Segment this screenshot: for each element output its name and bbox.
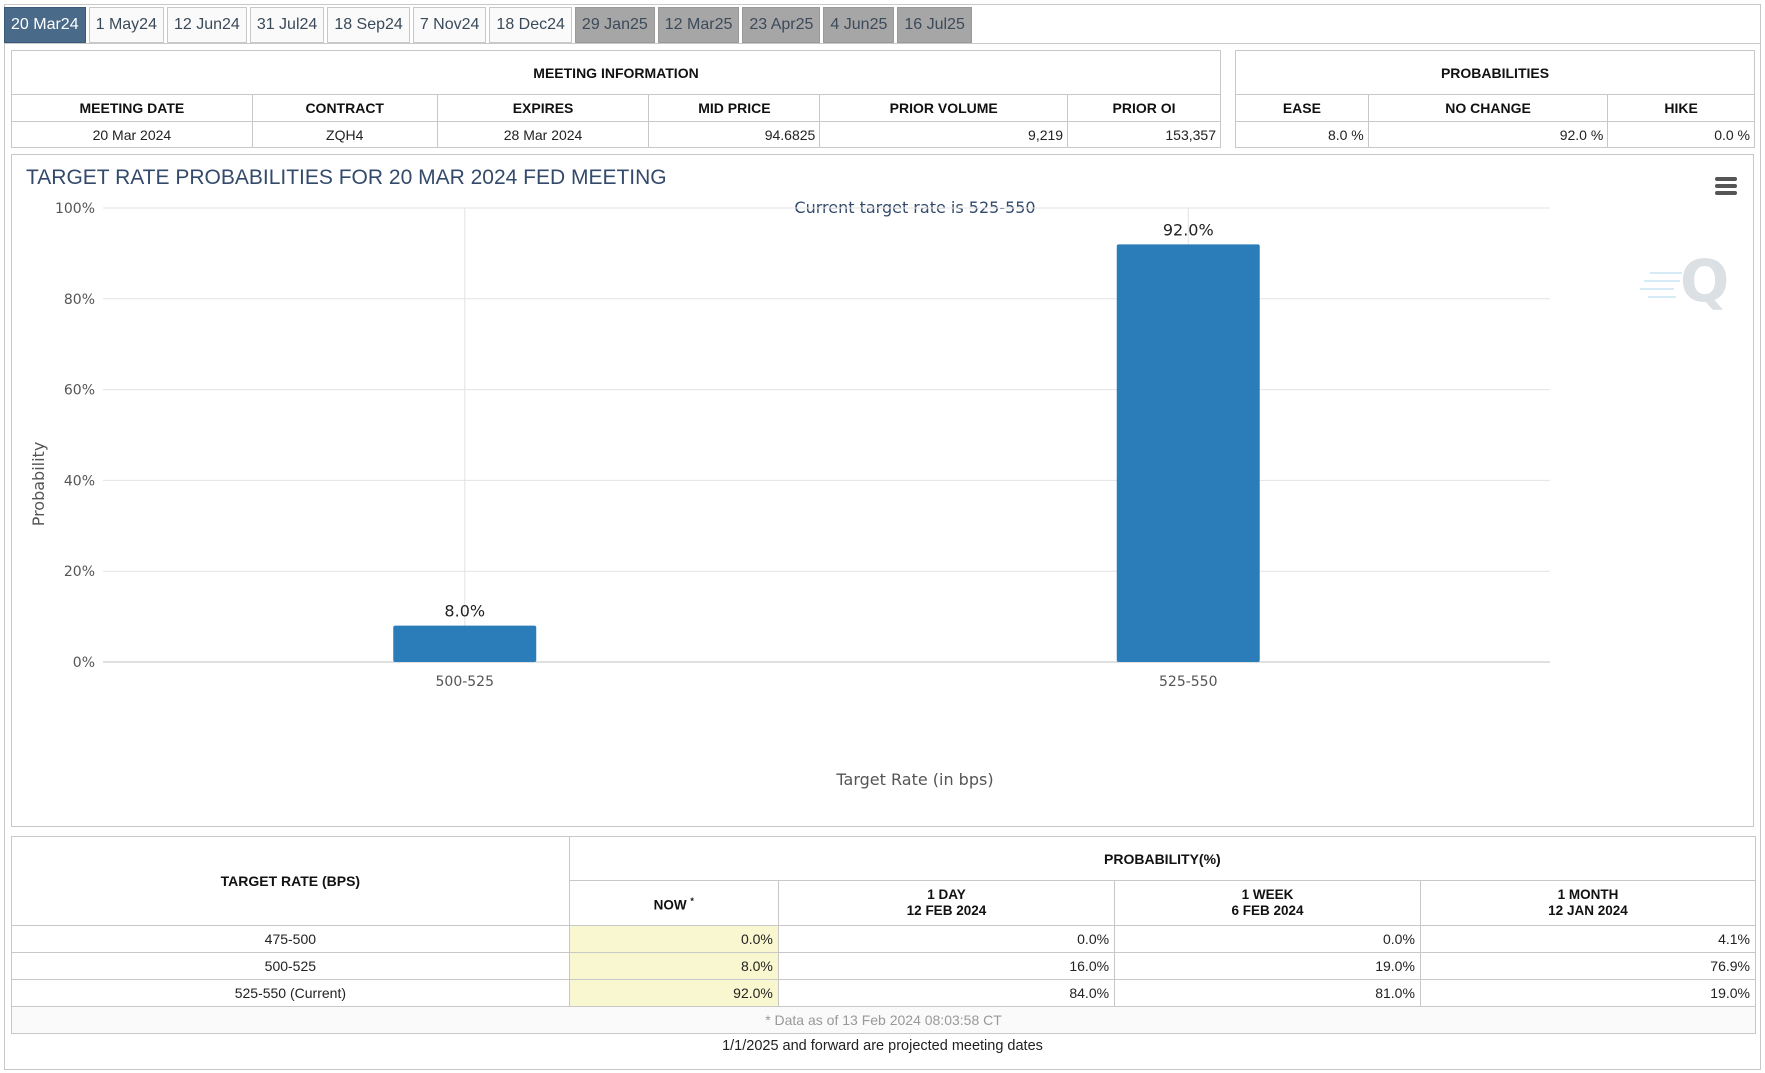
rate-cell: 525-550 (Current) (11, 979, 570, 1007)
y-axis-ticks: 0% 20% 40% 60% 80% 100% (55, 201, 95, 671)
meeting-info-title: MEETING INFORMATION (11, 50, 1221, 95)
tab-meeting[interactable]: 20 Mar24 (4, 7, 86, 43)
y-tick-label: 20% (64, 564, 95, 580)
column-header: EXPIRES (436, 94, 650, 122)
one-week-header: 1 WEEK 6 FEB 2024 (1114, 880, 1421, 926)
probability-group-header: PROBABILITY(%) (568, 836, 1757, 881)
week-cell: 19.0% (1114, 952, 1421, 980)
prior-volume-value: 9,219 (819, 121, 1069, 148)
contract-value: ZQH4 (251, 121, 438, 148)
x-axis-title: Target Rate (in bps) (835, 770, 993, 789)
target-rate-header: TARGET RATE (BPS) (11, 836, 570, 926)
prior-oi-value: 153,357 (1067, 121, 1221, 148)
tab-meeting[interactable]: 31 Jul24 (249, 7, 325, 43)
probabilities-title: PROBABILITIES (1235, 50, 1755, 95)
mid-price-value: 94.6825 (648, 121, 821, 148)
data-timestamp-note: * Data as of 13 Feb 2024 08:03:58 CT (11, 1006, 1756, 1034)
chart-panel: TARGET RATE PROBABILITIES FOR 20 MAR 202… (11, 154, 1754, 827)
one-day-header: 1 DAY 12 FEB 2024 (777, 880, 1116, 926)
now-cell: 8.0% (568, 952, 779, 980)
meeting-info-table: MEETING INFORMATION MEETING DATE CONTRAC… (11, 50, 1221, 148)
data-label: 8.0% (444, 602, 485, 621)
y-tick-label: 100% (55, 201, 95, 217)
y-tick-label: 60% (64, 383, 95, 399)
bar (1116, 244, 1260, 662)
day-cell: 0.0% (777, 925, 1116, 953)
y-tick-label: 0% (73, 655, 95, 671)
table-row: 525-550 (Current) 92.0% 84.0% 81.0% 19.0… (11, 979, 1757, 1007)
column-header: EASE (1235, 94, 1369, 122)
y-tick-label: 80% (64, 292, 95, 308)
table-row: 475-500 0.0% 0.0% 0.0% 4.1% (11, 925, 1757, 953)
expires-value: 28 Mar 2024 (436, 121, 650, 148)
chart-menu-icon[interactable] (1715, 177, 1737, 195)
ease-value: 8.0 % (1235, 121, 1369, 148)
q-logo-icon: Q (1640, 247, 1729, 315)
bars (393, 244, 1260, 662)
month-cell: 4.1% (1419, 925, 1757, 953)
probabilities-table: PROBABILITIES EASE NO CHANGE HIKE 8.0 % … (1235, 50, 1755, 148)
tab-meeting[interactable]: 29 Jan25 (574, 7, 655, 43)
day-cell: 16.0% (777, 952, 1116, 980)
x-tick-label: 525-550 (1159, 674, 1218, 690)
tabs-divider (4, 43, 1761, 44)
y-tick-label: 40% (64, 473, 95, 489)
column-header: MID PRICE (648, 94, 821, 122)
day-cell: 84.0% (777, 979, 1116, 1007)
tab-meeting[interactable]: 18 Sep24 (327, 7, 410, 43)
data-labels: 8.0% 92.0% (444, 220, 1213, 620)
tab-meeting[interactable]: 7 Nov24 (412, 7, 487, 43)
column-header: CONTRACT (251, 94, 438, 122)
svg-text:Q: Q (1680, 247, 1729, 315)
grid-lines (103, 207, 1550, 663)
now-cell: 92.0% (568, 979, 779, 1007)
column-header: PRIOR OI (1067, 94, 1221, 122)
projected-dates-footnote: 1/1/2025 and forward are projected meeti… (722, 1038, 1043, 1054)
target-rate-probability-table: TARGET RATE (BPS) PROBABILITY(%) NOW * 1… (11, 836, 1757, 1034)
week-cell: 0.0% (1114, 925, 1421, 953)
tab-meeting[interactable]: 1 May24 (88, 7, 164, 43)
tab-meeting[interactable]: 4 Jun25 (823, 7, 895, 43)
month-cell: 76.9% (1419, 952, 1757, 980)
month-cell: 19.0% (1419, 979, 1757, 1007)
week-cell: 81.0% (1114, 979, 1421, 1007)
column-header: MEETING DATE (11, 94, 253, 122)
tab-meeting[interactable]: 16 Jul25 (897, 7, 972, 43)
column-header: HIKE (1607, 94, 1755, 122)
tab-meeting[interactable]: 12 Mar25 (657, 7, 740, 43)
x-tick-label: 500-525 (436, 674, 495, 690)
one-month-header: 1 MONTH 12 JAN 2024 (1419, 880, 1757, 926)
rate-cell: 475-500 (11, 925, 570, 953)
bar (393, 625, 537, 662)
column-header: NO CHANGE (1367, 94, 1609, 122)
data-label: 92.0% (1163, 220, 1214, 239)
column-header: PRIOR VOLUME (819, 94, 1069, 122)
now-header: NOW * (568, 880, 779, 926)
tab-meeting[interactable]: 23 Apr25 (742, 7, 821, 43)
meeting-date-value: 20 Mar 2024 (11, 121, 253, 148)
tab-meeting[interactable]: 18 Dec24 (489, 7, 572, 43)
meeting-tabs: 20 Mar24 1 May24 12 Jun24 31 Jul24 18 Se… (4, 7, 975, 45)
chart-title: TARGET RATE PROBABILITIES FOR 20 MAR 202… (26, 166, 667, 189)
table-row: 500-525 8.0% 16.0% 19.0% 76.9% (11, 952, 1757, 980)
y-axis-title: Probability (29, 442, 48, 527)
tab-meeting[interactable]: 12 Jun24 (166, 7, 247, 43)
hike-value: 0.0 % (1607, 121, 1755, 148)
rate-cell: 500-525 (11, 952, 570, 980)
x-axis-ticks: 500-525 525-550 (436, 674, 1218, 690)
no-change-value: 92.0 % (1367, 121, 1609, 148)
target-rate-chart: TARGET RATE PROBABILITIES FOR 20 MAR 202… (26, 166, 1729, 789)
now-cell: 0.0% (568, 925, 779, 953)
